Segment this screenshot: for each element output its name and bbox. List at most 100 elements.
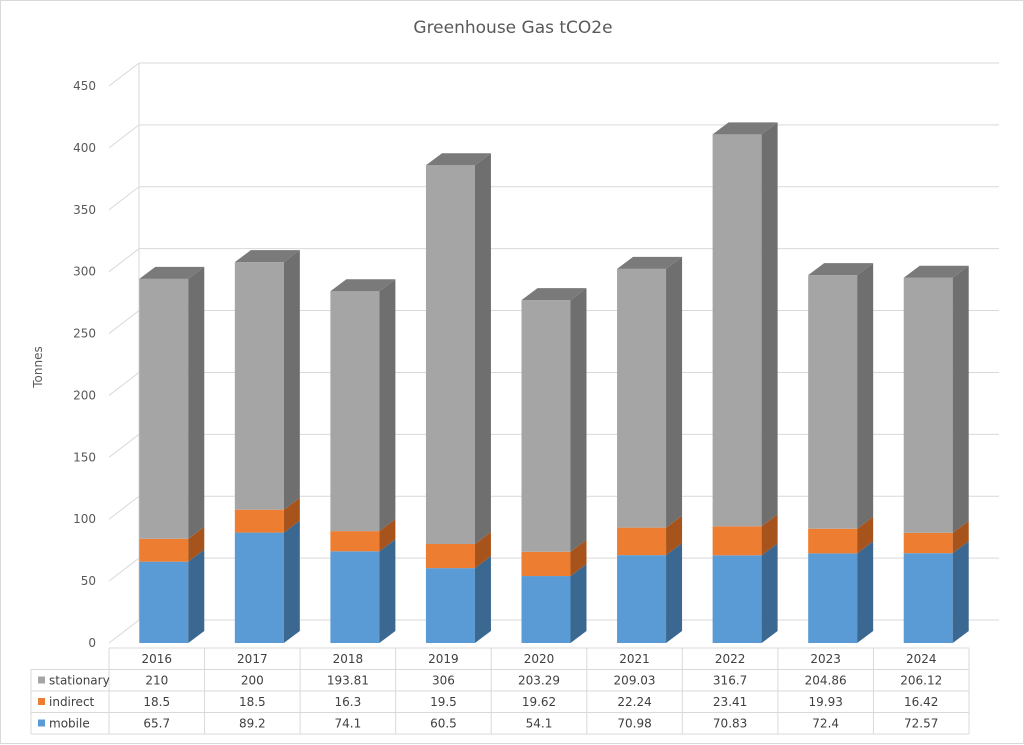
bar-segment-stationary — [808, 275, 858, 529]
bar-side-indirect — [474, 531, 491, 569]
x-tick-label: 2022 — [715, 652, 746, 666]
data-label-mobile: 72.4 — [812, 717, 839, 731]
bar-segment-stationary — [521, 300, 571, 552]
bar-segment-stationary — [330, 291, 380, 532]
bar-side-mobile — [283, 520, 300, 643]
x-tick-label: 2023 — [810, 652, 841, 666]
bar-segment-mobile — [521, 576, 571, 643]
data-label-stationary: 203.29 — [518, 674, 560, 688]
chart-title: Greenhouse Gas tCO2e — [413, 18, 612, 38]
data-label-mobile: 65.7 — [143, 717, 170, 731]
bar-segment-mobile — [712, 555, 762, 643]
data-table: 2016 2017 2018 2019 2020 2021 2022 2023 2024 stat… — [30, 647, 970, 735]
bar-side-stationary — [857, 263, 874, 529]
bar-segment-stationary — [425, 165, 475, 544]
bar-segment-indirect — [234, 509, 284, 533]
gridline-diagonal — [108, 248, 140, 273]
y-tick-label: 400 — [73, 141, 96, 155]
y-tick-label: 450 — [73, 79, 96, 93]
data-label-stationary: 204.86 — [805, 674, 847, 688]
bar-segment-mobile — [903, 553, 953, 643]
gridline-diagonal — [108, 62, 140, 87]
y-tick-label: 250 — [73, 327, 96, 341]
data-label-stationary: 306 — [432, 674, 455, 688]
data-label-mobile: 54.1 — [526, 717, 553, 731]
bar-top — [234, 250, 300, 263]
data-label-indirect: 23.41 — [713, 695, 747, 709]
data-label-indirect: 19.62 — [522, 695, 556, 709]
bar-side-stationary — [666, 256, 683, 528]
bar-side-indirect — [379, 519, 396, 552]
y-tick-label: 100 — [73, 512, 96, 526]
gridline-diagonal — [108, 186, 140, 211]
x-tick-label: 2017 — [237, 652, 268, 666]
bar-side-indirect — [188, 526, 205, 562]
gridline-diagonal — [108, 310, 140, 334]
bar-side-stationary — [379, 279, 396, 532]
bar-segment-mobile — [425, 568, 475, 643]
y-tick-label: 50 — [81, 574, 96, 588]
data-label-mobile: 70.98 — [617, 717, 651, 731]
bar-segment-stationary — [234, 262, 284, 510]
data-label-indirect: 18.5 — [239, 695, 266, 709]
data-label-indirect: 16.3 — [335, 695, 362, 709]
y-axis-label: Tonnes — [31, 346, 45, 388]
bar-top — [521, 288, 587, 301]
y-tick-label: 150 — [73, 450, 96, 464]
gridline-diagonal — [108, 433, 140, 458]
bars-layer — [139, 122, 969, 643]
bar-side-mobile — [666, 543, 683, 643]
data-label-mobile: 89.2 — [239, 717, 266, 731]
bar-side-mobile — [952, 541, 969, 643]
y-tick-label: 350 — [73, 203, 96, 217]
x-tick-label: 2019 — [428, 652, 459, 666]
bar-segment-indirect — [808, 528, 858, 554]
data-label-mobile: 74.1 — [335, 717, 362, 731]
x-tick-label: 2021 — [619, 652, 650, 666]
bar-top — [139, 266, 205, 279]
bar-side-indirect — [857, 516, 874, 554]
bar-side-stationary — [474, 153, 491, 544]
bar-side-stationary — [283, 250, 300, 510]
data-label-indirect: 18.5 — [143, 695, 170, 709]
data-label-mobile: 72.57 — [904, 717, 938, 731]
legend-swatch-stationary — [38, 676, 45, 684]
bar-side-indirect — [283, 497, 300, 533]
data-label-mobile: 60.5 — [430, 717, 457, 731]
bar-side-stationary — [952, 265, 969, 533]
bar-side-mobile — [857, 541, 874, 643]
data-label-indirect: 19.5 — [430, 695, 457, 709]
bar-top — [617, 256, 683, 269]
gridline-diagonal — [108, 557, 140, 582]
data-label-stationary: 210 — [145, 674, 168, 688]
bar-side-mobile — [188, 549, 205, 643]
data-label-stationary: 193.81 — [327, 674, 369, 688]
bar-top — [712, 122, 778, 135]
bar-segment-stationary — [139, 278, 189, 539]
bar-segment-indirect — [330, 531, 380, 552]
gridline-diagonal — [108, 124, 140, 149]
y-tick-label: 0 — [88, 636, 96, 650]
bar-segment-stationary — [903, 277, 953, 533]
bar-top — [330, 279, 396, 292]
bar-side-indirect — [761, 514, 778, 556]
y-tick-label: 300 — [73, 265, 96, 279]
bar-segment-stationary — [712, 134, 762, 527]
bar-side-stationary — [761, 122, 778, 527]
bar-side-mobile — [379, 539, 396, 643]
bar-segment-indirect — [617, 527, 667, 556]
bar-segment-indirect — [712, 526, 762, 556]
bar-segment-stationary — [617, 268, 667, 528]
bar-segment-indirect — [521, 551, 571, 577]
bar-side-mobile — [474, 556, 491, 643]
gridline-diagonal — [108, 372, 140, 396]
gridline-diagonal — [108, 495, 140, 520]
bar-side-indirect — [666, 515, 683, 556]
bar-segment-indirect — [425, 543, 475, 569]
bar-side-indirect — [952, 520, 969, 554]
legend-label-indirect: indirect — [49, 695, 95, 709]
bar-segment-indirect — [139, 538, 189, 562]
bar-segment-mobile — [617, 555, 667, 643]
